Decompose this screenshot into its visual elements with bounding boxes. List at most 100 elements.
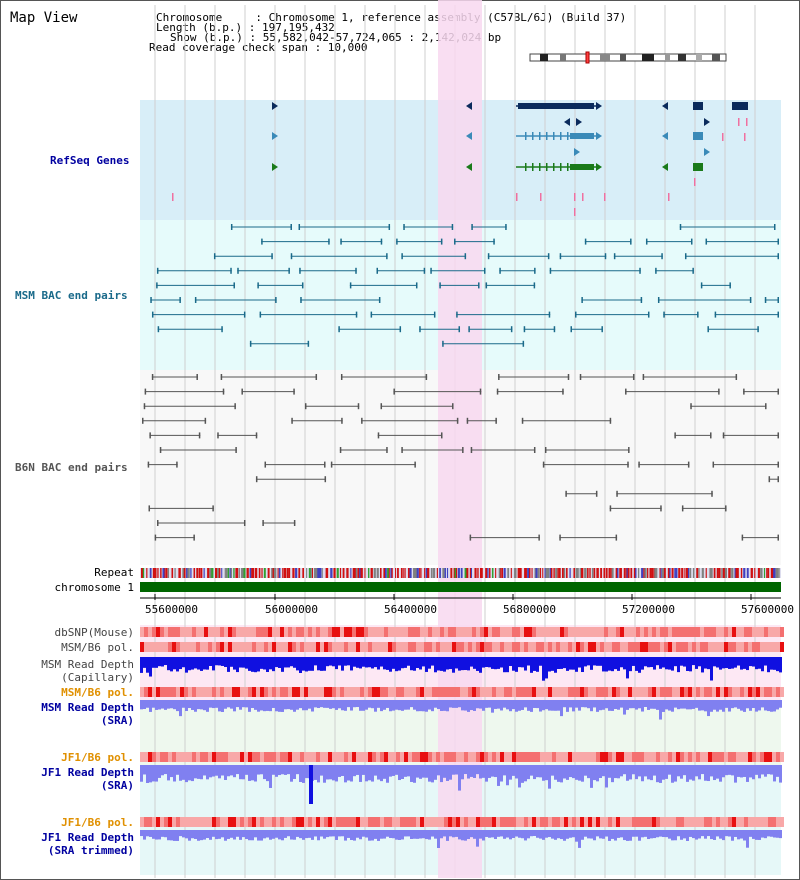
gene-marker xyxy=(704,148,710,156)
depth-bar xyxy=(461,700,464,711)
heat-cell xyxy=(628,687,632,697)
depth-bar xyxy=(440,830,443,839)
heat-cell xyxy=(404,752,408,762)
selection-highlight[interactable] xyxy=(438,0,482,878)
repeat-mark xyxy=(716,568,719,578)
bac-end xyxy=(499,267,501,274)
heat-cell xyxy=(496,817,500,827)
heat-cell xyxy=(640,817,644,827)
depth-bar xyxy=(653,830,656,839)
depth-bar xyxy=(533,765,536,780)
depth-bar xyxy=(488,765,491,778)
depth-bar xyxy=(140,765,143,782)
depth-bar xyxy=(473,700,476,711)
heat-cell xyxy=(608,817,612,827)
heat-cell xyxy=(604,687,608,697)
depth-bar xyxy=(710,657,713,681)
repeat-mark xyxy=(308,568,312,578)
repeat-mark xyxy=(696,568,699,578)
depth-bar xyxy=(713,765,716,781)
depth-bar xyxy=(287,830,290,837)
heat-cell xyxy=(232,817,236,827)
heat-cell xyxy=(680,817,684,827)
depth-bar xyxy=(581,657,584,673)
bac-end xyxy=(414,461,416,468)
depth-bar xyxy=(335,830,338,840)
heat-cell xyxy=(540,627,544,637)
bac-end xyxy=(230,224,233,230)
heat-cell xyxy=(392,687,396,697)
depth-bar xyxy=(386,700,389,708)
heat-cell xyxy=(172,687,176,697)
depth-bar xyxy=(317,765,320,783)
heat-cell xyxy=(456,642,460,652)
depth-bar xyxy=(188,700,191,709)
depth-bar xyxy=(632,700,635,709)
msm-bac-track[interactable] xyxy=(150,224,779,347)
heat-cell xyxy=(384,642,388,652)
chromosome-ideogram[interactable] xyxy=(529,51,727,64)
depth-bar xyxy=(731,657,734,669)
depth-bar xyxy=(173,765,176,782)
heat-cell xyxy=(444,627,448,637)
depth-bar xyxy=(674,830,677,841)
heat-cell xyxy=(532,817,536,827)
heat-cell xyxy=(352,687,356,697)
depth-bar xyxy=(692,657,695,666)
depth-bar xyxy=(476,657,479,671)
depth-bar xyxy=(308,830,311,838)
b6n-bac-track[interactable] xyxy=(142,374,779,541)
heat-cell xyxy=(152,627,156,637)
heat-cell xyxy=(188,627,192,637)
depth-bar xyxy=(380,830,383,839)
heat-cell xyxy=(164,687,168,697)
label-b6n-bac[interactable]: B6N BAC end pairs xyxy=(15,461,128,474)
repeat-mark xyxy=(647,568,649,578)
depth-bar xyxy=(296,830,299,837)
heat-cell xyxy=(308,642,312,652)
heat-cell xyxy=(748,627,752,637)
depth-bar xyxy=(305,765,308,779)
heat-cell xyxy=(408,642,412,652)
heat-cell xyxy=(168,817,172,827)
bac-end xyxy=(221,326,223,333)
depth-bar xyxy=(428,765,431,782)
bac-end xyxy=(684,253,687,260)
depth-bar xyxy=(731,700,734,709)
depth-bar xyxy=(533,657,536,671)
refseq-track[interactable] xyxy=(172,102,748,216)
heat-cell xyxy=(572,687,576,697)
bac-end xyxy=(393,388,395,395)
heat-cell xyxy=(760,687,764,697)
gene-marker xyxy=(596,163,602,171)
depth-bar xyxy=(554,700,557,711)
depth-bar xyxy=(245,765,248,775)
heat-cell xyxy=(736,752,740,762)
heat-cell xyxy=(492,687,496,697)
heat-cell xyxy=(636,817,640,827)
heat-cell xyxy=(612,752,616,762)
label-refseq[interactable]: RefSeq Genes xyxy=(50,154,130,167)
depth-bar xyxy=(557,700,560,711)
heat-cell xyxy=(636,627,640,637)
depth-bar xyxy=(596,765,599,782)
depth-bar xyxy=(581,700,584,708)
heat-cell xyxy=(548,627,552,637)
bac-end xyxy=(777,534,779,541)
depth-bar xyxy=(425,765,428,778)
heat-cell xyxy=(432,752,436,762)
heat-cell xyxy=(644,817,648,827)
depth-bar xyxy=(260,830,263,841)
depth-bar xyxy=(455,657,458,669)
label-msm-bac[interactable]: MSM BAC end pairs xyxy=(15,289,128,302)
depth-bar xyxy=(542,765,545,781)
heat-cell xyxy=(404,642,408,652)
heat-cell xyxy=(348,817,352,827)
heat-cell xyxy=(512,817,516,827)
depth-bar xyxy=(359,700,362,711)
repeat-mark xyxy=(383,568,386,578)
depth-bar xyxy=(734,657,737,668)
bac-end xyxy=(628,447,630,453)
repeat-mark xyxy=(566,568,568,578)
heat-cell xyxy=(656,687,660,697)
